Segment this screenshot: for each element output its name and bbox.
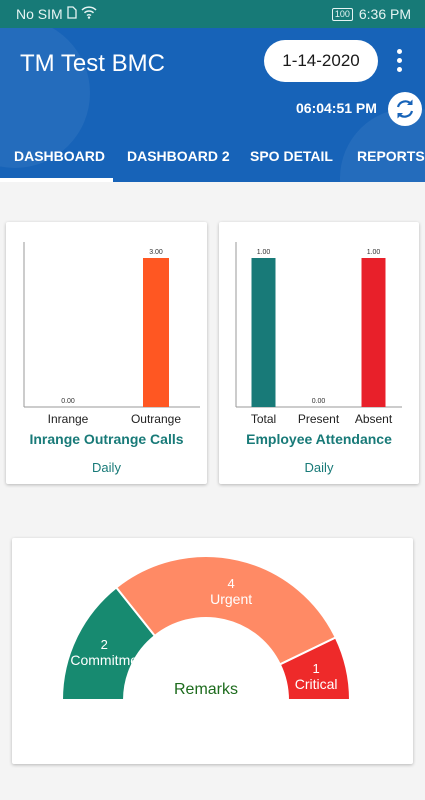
attendance-chart-card[interactable]: 1.00 Total 0.00 Present 1.00 Absent Employee … — [219, 222, 419, 484]
calls-chart-card[interactable]: 0.00 Inrange 3.00 Outrange Inrange Outrange… — [6, 222, 207, 484]
calls-bar — [143, 258, 169, 407]
attendance-chart-title: Employee Attendance — [246, 431, 392, 447]
attendance-bar — [361, 258, 386, 407]
carrier-label: No SIM — [16, 6, 63, 22]
attendance-category-label: Present — [298, 412, 340, 426]
calls-chart-title: Inrange Outrange Calls — [29, 431, 184, 447]
calls-category-label: Outrange — [131, 412, 181, 426]
remarks-slice — [114, 555, 338, 666]
tab-dashboard-2[interactable]: DASHBOARD 2 — [127, 148, 230, 164]
remarks-slice — [278, 636, 352, 701]
remarks-slice-value: 4 — [228, 576, 235, 591]
clock-label: 06:04:51 PM — [296, 100, 377, 116]
calls-value-label: 3.00 — [149, 249, 163, 256]
tab-dashboard[interactable]: DASHBOARD — [14, 148, 105, 164]
refresh-button[interactable] — [388, 92, 422, 126]
remarks-slice-value: 1 — [313, 661, 320, 676]
attendance-value-label: 1.00 — [257, 249, 271, 256]
tab-bar: DASHBOARD DASHBOARD 2 SPO DETAIL REPORTS — [0, 140, 425, 182]
remarks-slice-label: Urgent — [210, 591, 252, 607]
tab-spo-detail[interactable]: SPO DETAIL — [250, 148, 333, 164]
calls-value-label: 0.00 — [61, 398, 75, 405]
overflow-menu-icon[interactable] — [390, 48, 408, 74]
status-time: 6:36 PM — [358, 6, 411, 22]
remarks-chart-card[interactable]: 2 Commitme 4 Urgent 1 Critical Remarks — [12, 538, 413, 764]
attendance-bar-chart: 1.00 Total 0.00 Present 1.00 Absent — [235, 242, 402, 426]
attendance-chart-subtitle: Daily — [304, 460, 334, 475]
attendance-value-label: 0.00 — [312, 398, 326, 405]
app-bar: TM Test BMC 1-14-2020 06:04:51 PM DASHBO… — [0, 28, 425, 182]
remarks-slice-label: Critical — [295, 676, 338, 692]
status-bar: No SIM 100 6:36 PM — [0, 0, 425, 28]
tab-reports[interactable]: REPORTS — [357, 148, 425, 164]
sim-icon — [67, 6, 77, 22]
calls-category-label: Inrange — [48, 412, 89, 426]
tab-indicator — [0, 178, 113, 182]
remarks-center-label: Remarks — [174, 681, 238, 698]
refresh-icon — [396, 99, 414, 119]
attendance-category-label: Total — [251, 412, 276, 426]
attendance-bar — [251, 258, 276, 407]
remarks-slice-label: Commitme — [70, 652, 138, 668]
wifi-icon — [81, 6, 97, 22]
remarks-slice-value: 2 — [101, 637, 108, 652]
calls-chart-subtitle: Daily — [92, 460, 121, 475]
calls-bar-chart: 0.00 Inrange 3.00 Outrange — [23, 242, 200, 426]
date-picker-button[interactable]: 1-14-2020 — [264, 40, 378, 82]
app-title: TM Test BMC — [20, 50, 165, 77]
attendance-value-label: 1.00 — [367, 249, 381, 256]
attendance-category-label: Absent — [355, 412, 393, 426]
battery-icon: 100 — [331, 7, 353, 21]
